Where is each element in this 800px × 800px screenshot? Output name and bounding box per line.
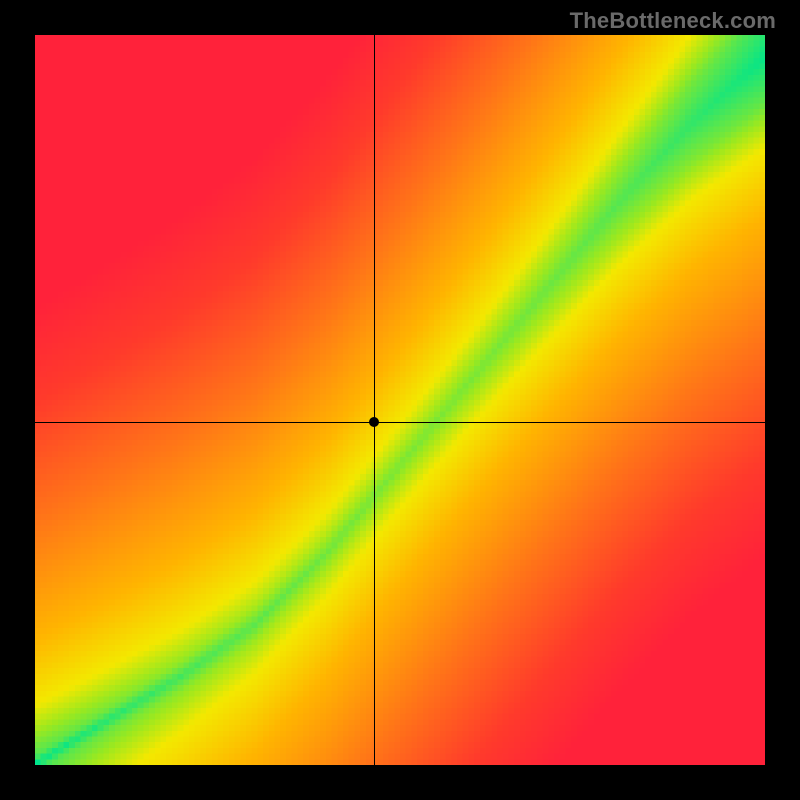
watermark-text: TheBottleneck.com <box>570 8 776 34</box>
crosshair-vertical <box>374 35 375 765</box>
plot-area <box>35 35 765 765</box>
selection-marker[interactable] <box>369 417 379 427</box>
bottleneck-heatmap <box>35 35 765 765</box>
chart-container: TheBottleneck.com <box>0 0 800 800</box>
crosshair-horizontal <box>35 422 765 423</box>
